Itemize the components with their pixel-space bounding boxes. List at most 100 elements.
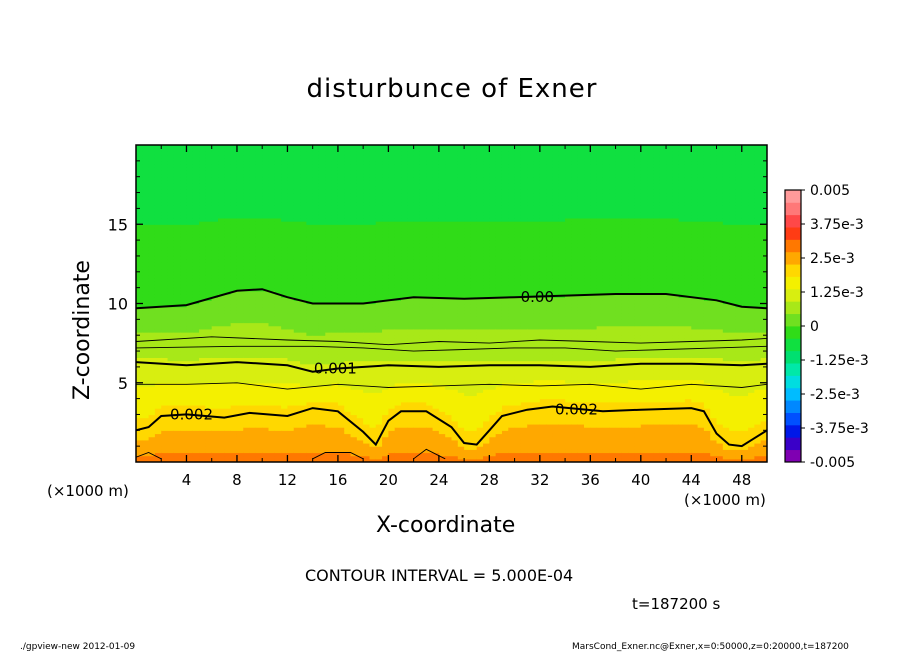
field-cell [293,211,301,216]
field-cell [167,268,175,273]
field-cell [255,246,263,251]
field-cell [350,243,358,248]
field-cell [382,164,389,168]
field-cell [325,363,333,368]
field-cell [432,195,440,200]
field-cell [407,392,415,397]
field-cell [236,173,244,178]
field-cell [287,154,295,159]
field-cell [413,221,421,225]
field-cell [211,205,219,209]
field-cell [331,414,339,419]
field-cell [218,427,225,431]
field-cell [236,303,244,308]
field-cell [281,255,289,260]
field-cell [205,347,213,352]
field-cell [388,287,396,292]
field-cell [356,176,364,181]
field-cell [211,195,219,200]
field-cell [413,360,421,365]
field-cell [186,389,194,393]
field-cell [287,170,295,175]
field-cell [211,398,219,403]
field-cell [356,354,364,358]
field-cell [363,303,371,308]
field-cell [369,278,377,282]
field-cell [293,376,301,381]
field-cell [331,271,339,276]
field-cell [356,395,364,400]
field-cell [268,205,276,209]
field-cell [382,449,389,454]
field-cell [224,316,232,320]
field-cell [262,363,270,368]
field-cell [388,446,396,450]
field-cell [142,427,150,431]
field-cell [287,246,295,251]
field-cell [167,287,175,292]
field-cell [293,192,301,197]
field-cell [306,227,314,232]
field-cell [236,217,244,222]
field-cell [413,309,421,314]
field-cell [413,192,421,197]
field-cell [262,214,270,219]
field-cell [186,221,194,225]
field-cell [407,417,415,422]
field-cell [268,322,276,327]
field-cell [255,427,263,431]
field-cell [268,281,276,286]
field-cell [167,205,175,209]
field-cell [325,208,333,213]
field-cell [274,183,282,187]
field-cell [432,221,440,225]
field-cell [186,414,194,419]
field-cell [262,179,270,184]
field-cell [337,297,345,301]
field-cell [218,173,225,178]
field-cell [192,316,200,320]
field-cell [350,224,358,229]
field-cell [331,423,339,428]
field-cell [312,246,320,251]
field-cell [350,306,358,311]
field-cell [218,436,225,441]
field-cell [192,328,200,333]
field-cell [186,243,194,248]
field-cell [325,341,333,346]
field-cell [325,423,333,428]
field-cell [438,376,446,381]
field-cell [318,249,326,254]
field-cell [337,214,345,219]
field-cell [262,354,270,358]
field-cell [331,179,339,184]
field-cell [243,420,251,425]
field-cell [274,157,282,162]
field-cell [186,354,194,358]
field-cell [243,173,251,178]
field-cell [331,458,339,462]
field-cell [419,427,427,431]
field-cell [211,306,219,311]
field-cell [281,392,289,397]
field-cell [274,300,282,305]
field-cell [438,179,446,184]
field-cell [344,217,352,222]
field-cell [230,309,238,314]
field-cell [230,455,238,460]
field-cell [350,332,358,336]
field-cell [394,376,402,381]
field-cell [186,170,194,175]
field-cell [432,411,440,416]
field-cell [325,221,333,225]
field-cell [154,370,162,374]
field-cell [142,284,150,289]
field-cell [224,268,232,273]
field-cell [224,208,232,213]
field-cell [218,449,225,454]
field-cell [344,252,352,257]
field-cell [236,205,244,209]
field-cell [394,265,402,270]
field-cell [394,341,402,346]
field-cell [142,392,150,397]
